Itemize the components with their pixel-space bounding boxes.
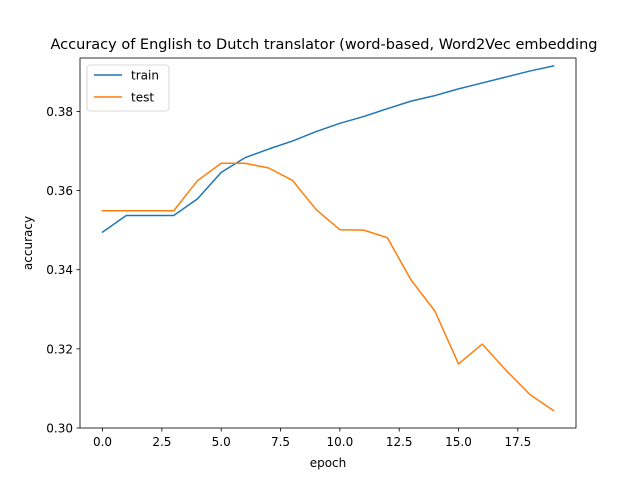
y-tick-label: 0.34 — [46, 263, 73, 277]
x-tick-label: 17.5 — [504, 435, 531, 449]
y-tick-label: 0.30 — [46, 422, 73, 436]
x-tick-label: 7.5 — [271, 435, 290, 449]
x-tick-label: 15.0 — [445, 435, 472, 449]
plot-frame — [79, 57, 577, 429]
y-tick-label: 0.38 — [46, 105, 73, 119]
y-tick-label: 0.32 — [46, 342, 73, 356]
x-axis-label: epoch — [310, 456, 347, 470]
series-layer — [101, 65, 555, 412]
plot-area — [80, 58, 576, 428]
x-axis: 0.0 2.5 5.0 7.5 10.0 12.5 15.0 17.5 — [93, 428, 531, 449]
legend-box — [86, 64, 170, 112]
x-tick-label: 5.0 — [212, 435, 231, 449]
series-line-train — [101, 65, 555, 234]
x-tick-label: 12.5 — [386, 435, 413, 449]
chart-title: Accuracy of English to Dutch translator … — [51, 37, 598, 53]
legend-label-test: test — [131, 91, 154, 105]
x-tick-label: 2.5 — [152, 435, 171, 449]
x-tick-label: 10.0 — [327, 435, 354, 449]
y-axis: 0.30 0.32 0.34 0.36 0.38 — [46, 105, 80, 436]
x-tick-label: 0.0 — [93, 435, 112, 449]
y-tick-label: 0.36 — [46, 184, 73, 198]
series-line-test — [101, 162, 555, 412]
y-axis-label: accuracy — [21, 216, 35, 270]
legend-label-train: train — [131, 69, 159, 83]
legend: train test — [86, 64, 170, 112]
